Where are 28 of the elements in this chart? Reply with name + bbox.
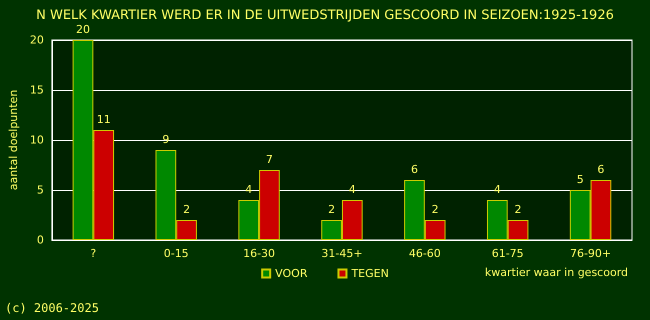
data-label: 2 (328, 203, 336, 216)
x-tick-label: 31-45+ (321, 247, 363, 260)
y-tick-label: 20 (30, 34, 44, 46)
chart-title: N WELK KWARTIER WERD ER IN DE UITWEDSTRIJDEN GESCOORD IN SEIZOEN:1925-1926 (36, 8, 614, 23)
data-label: 6 (597, 163, 604, 176)
y-tick-label: 0 (36, 234, 44, 246)
data-label: 7 (266, 153, 273, 166)
data-label: 5 (576, 173, 584, 186)
legend-label: TEGEN (350, 267, 389, 280)
data-label: 6 (410, 163, 418, 176)
legend-label: VOOR (275, 267, 308, 280)
data-label: 2 (183, 203, 190, 216)
x-tick-label: 46-60 (408, 247, 441, 260)
y-axis-title: aantal doelpunten (7, 90, 20, 190)
data-label: 20 (76, 23, 90, 36)
data-label: 2 (432, 203, 439, 216)
data-label: 11 (96, 113, 111, 126)
x-tick-label: 76-90+ (570, 247, 612, 260)
y-tick-label: 5 (36, 184, 44, 196)
x-tick-label: 61-75 (492, 247, 524, 260)
text: (c) 2006-2025 (5, 301, 99, 315)
data-label: 2 (514, 203, 522, 216)
x-tick-label: ? (90, 247, 96, 260)
y-tick-label: 10 (30, 134, 44, 146)
y-tick-label: 15 (30, 84, 44, 96)
x-tick-label: 16-30 (243, 247, 276, 260)
x-tick-label: 0-15 (164, 247, 189, 260)
x-axis-title: kwartier waar in gescoord (484, 266, 628, 279)
